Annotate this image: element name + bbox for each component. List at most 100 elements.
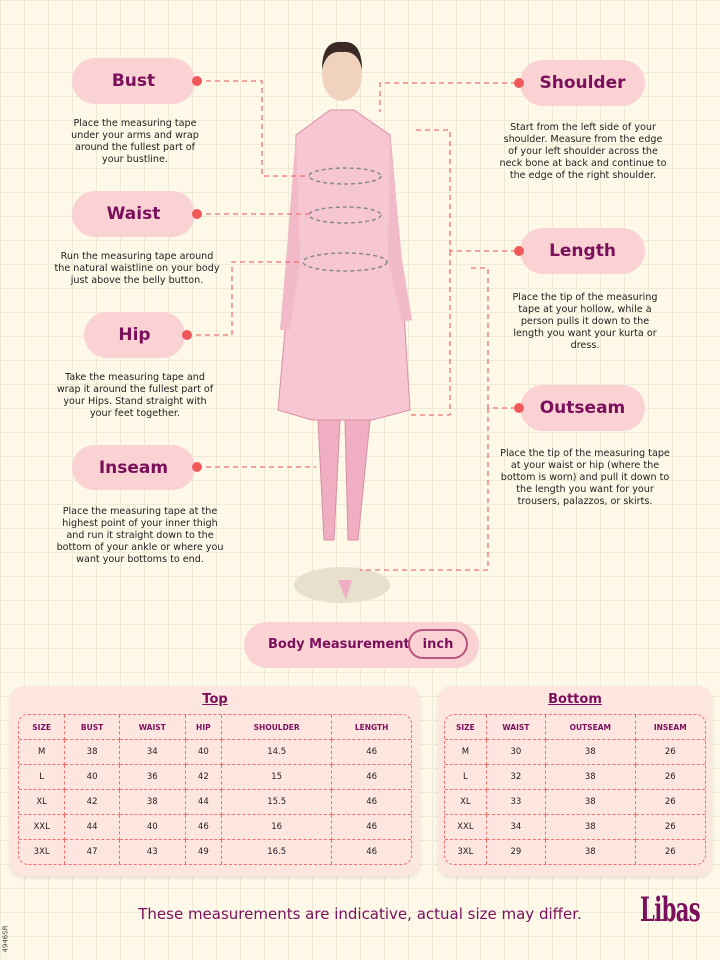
table-cell: 46 <box>332 765 411 790</box>
column-header: SHOULDER <box>222 715 333 740</box>
table-cell: 44 <box>185 790 223 815</box>
table-cell: 32 <box>486 765 547 790</box>
shoulder-description: Start from the left side of your shoulde… <box>499 122 667 181</box>
table-cell: 46 <box>366 847 378 857</box>
table-cell: M <box>445 740 487 765</box>
top-table-title: Top <box>202 692 228 707</box>
outseam-label: Outseam <box>520 385 645 431</box>
column-header: INSEAM <box>635 715 705 740</box>
table-cell: 42 <box>65 790 120 815</box>
length-label: Length <box>520 228 645 274</box>
hip-description: Take the measuring tape and wrap it arou… <box>56 372 214 419</box>
table-cell: 47 <box>65 840 120 864</box>
inseam-label: Inseam <box>72 445 195 490</box>
table-cell: 15.5 <box>222 790 333 815</box>
length-marker <box>514 246 524 256</box>
waist-label: Waist <box>72 191 195 237</box>
table-cell: 38 <box>65 740 120 765</box>
waist-description: Run the measuring tape around the natura… <box>54 251 220 286</box>
outseam-description: Place the tip of the measuring tape at y… <box>500 448 670 507</box>
table-cell: 40 <box>185 740 223 765</box>
hip-marker <box>182 330 192 340</box>
table-cell: 38 <box>546 840 636 864</box>
table-cell: 34 <box>486 815 547 840</box>
column-header: HIP <box>185 715 223 740</box>
table-cell: 33 <box>486 790 547 815</box>
table-cell: 34 <box>119 740 186 765</box>
table-cell: 38 <box>546 790 636 815</box>
table-cell: M <box>19 740 66 765</box>
column-header: WAIST <box>119 715 186 740</box>
table-cell: 16.5 <box>222 840 333 864</box>
table-cell: L <box>19 765 66 790</box>
table-cell: XXL <box>19 815 66 840</box>
outseam-marker <box>514 403 524 413</box>
table-row: XL 33 38 26 <box>445 790 705 815</box>
body-measurement-bar: Body Measurement inch <box>244 622 479 668</box>
table-header-row: SIZE WAIST OUTSEAM INSEAM <box>445 715 705 740</box>
unit-toggle[interactable]: inch <box>408 629 468 659</box>
table-cell: 3XL <box>19 840 66 864</box>
table-cell: 46 <box>185 815 223 840</box>
top-size-card: Top SIZE BUST WAIST HIP SHOULDER LENGTH M 38 34 4… <box>10 686 420 876</box>
top-size-table: SIZE BUST WAIST HIP SHOULDER LENGTH M 38 34 40 14.… <box>18 714 412 865</box>
table-cell: 49 <box>186 840 223 864</box>
table-cell: 38 <box>119 790 186 815</box>
table-cell: 3XL <box>445 840 487 864</box>
column-header: WAIST <box>486 715 547 740</box>
table-cell: 43 <box>120 840 186 864</box>
bust-description: Place the measuring tape under your arms… <box>71 118 199 165</box>
body-measurement-title: Body Measurement <box>268 637 410 652</box>
table-cell: XL <box>445 790 487 815</box>
column-header: LENGTH <box>332 715 411 740</box>
column-header: BUST <box>65 715 120 740</box>
table-cell: 30 <box>486 740 547 765</box>
length-description: Place the tip of the measuring tape at y… <box>512 292 658 351</box>
table-cell: 15 <box>222 765 333 790</box>
table-row: M 38 34 40 14.5 46 <box>19 740 411 765</box>
table-cell: 26 <box>635 765 705 790</box>
table-cell: 46 <box>332 815 411 840</box>
bottom-size-table: SIZE WAIST OUTSEAM INSEAM M 30 38 26 L 32 38 26 XL 33… <box>444 714 706 865</box>
table-cell: 38 <box>546 815 636 840</box>
column-header: OUTSEAM <box>546 715 636 740</box>
table-cell: L <box>445 765 487 790</box>
bottom-size-card: Bottom SIZE WAIST OUTSEAM INSEAM M 30 38 26 L 32 3… <box>438 686 712 876</box>
table-row: XXL 44 40 46 16 46 <box>19 815 411 840</box>
table-cell: 46 <box>332 740 411 765</box>
table-cell: 26 <box>664 847 676 857</box>
column-header: SIZE <box>19 715 66 740</box>
table-cell: 36 <box>119 765 186 790</box>
bust-marker <box>192 76 202 86</box>
table-row: L 40 36 42 15 46 <box>19 765 411 790</box>
disclaimer-note: These measurements are indicative, actua… <box>138 905 582 923</box>
inseam-description: Place the measuring tape at the highest … <box>56 506 224 565</box>
table-cell: 26 <box>635 740 705 765</box>
table-cell: 44 <box>65 815 120 840</box>
table-header-row: SIZE BUST WAIST HIP SHOULDER LENGTH <box>19 715 411 740</box>
table-cell: XXL <box>445 815 487 840</box>
table-cell: 40 <box>65 765 120 790</box>
bust-label: Bust <box>72 58 195 104</box>
table-cell: 40 <box>119 815 186 840</box>
table-cell: 14.5 <box>222 740 333 765</box>
table-cell: 26 <box>635 815 705 840</box>
shoulder-label: Shoulder <box>520 60 645 106</box>
waist-marker <box>192 209 202 219</box>
table-cell: XL <box>19 790 66 815</box>
table-cell: 16 <box>222 815 333 840</box>
shoulder-marker <box>514 78 524 88</box>
model-illustration <box>187 41 516 603</box>
table-row: 3XL 47 43 49 16.5 46 <box>19 840 411 864</box>
product-code: 4946SR <box>1 925 10 953</box>
table-cell: 46 <box>332 790 411 815</box>
table-cell: 42 <box>185 765 223 790</box>
table-row: 3XL 29 38 26 <box>445 840 705 864</box>
table-row: XXL 34 38 26 <box>445 815 705 840</box>
column-header: SIZE <box>445 715 487 740</box>
table-cell: 26 <box>635 790 705 815</box>
table-row: XL 42 38 44 15.5 46 <box>19 790 411 815</box>
hip-label: Hip <box>84 312 185 358</box>
table-cell: 29 <box>487 840 547 864</box>
table-row: M 30 38 26 <box>445 740 705 765</box>
